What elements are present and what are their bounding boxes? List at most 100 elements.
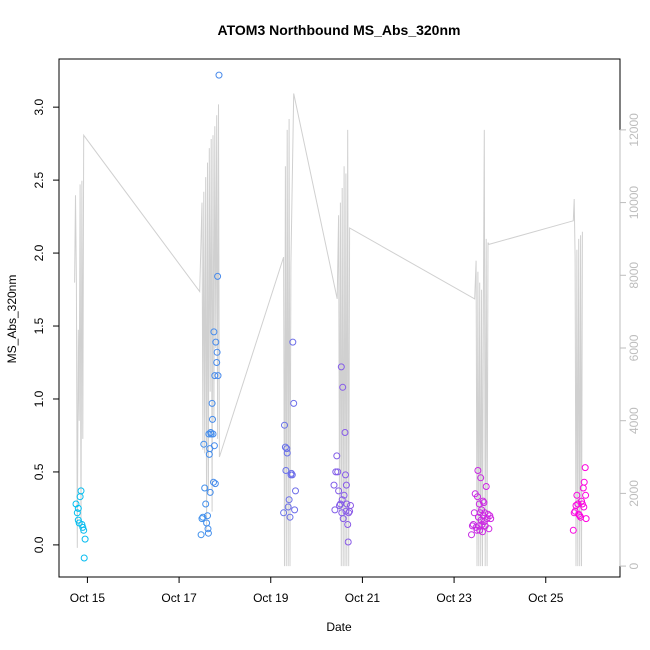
data-point	[209, 430, 217, 438]
data-point	[212, 338, 220, 346]
data-point	[213, 359, 221, 366]
data-point	[480, 499, 488, 507]
data-point	[344, 538, 352, 546]
chart-title: ATOM3 Northbound MS_Abs_320nm	[218, 22, 461, 38]
data-point	[333, 452, 341, 460]
data-point	[282, 467, 290, 474]
data-point	[280, 509, 288, 517]
data-point	[213, 348, 221, 356]
y2-tick-label: 6000	[627, 334, 641, 361]
y-tick-label: 0.5	[32, 463, 46, 480]
x-axis: Oct 15 Oct 17 Oct 19 Oct 21 Oct 23 Oct 25	[70, 576, 564, 605]
data-point	[486, 512, 494, 520]
left-axis-series	[72, 71, 590, 562]
x-tick-label: Oct 15	[70, 591, 106, 605]
data-point	[201, 484, 209, 492]
data-point	[576, 512, 584, 520]
data-point	[210, 328, 218, 336]
x-axis-label: Date	[326, 620, 352, 634]
data-point	[284, 503, 292, 511]
data-point	[345, 509, 353, 517]
data-point	[468, 531, 475, 539]
y2-tick-label: 0	[627, 562, 641, 569]
y-tick-label: 0.0	[32, 536, 46, 553]
data-point	[73, 509, 81, 517]
data-point	[337, 363, 345, 371]
data-point	[288, 471, 296, 479]
y2-tick-label: 10000	[627, 186, 641, 220]
data-point	[289, 338, 297, 346]
data-point	[485, 525, 493, 533]
y-axis-left: 0.0 0.5 1.0 1.5 2.0 2.5 3.0	[32, 98, 60, 553]
x-tick-label: Oct 25	[528, 591, 564, 605]
data-point	[580, 478, 588, 486]
data-point	[578, 497, 585, 505]
data-point	[199, 513, 207, 521]
data-point	[573, 491, 581, 499]
data-point	[479, 497, 487, 505]
data-point	[74, 504, 82, 512]
data-point	[211, 480, 219, 488]
data-point	[80, 526, 88, 534]
data-point	[479, 528, 486, 536]
data-point	[80, 554, 88, 562]
data-point	[341, 429, 349, 436]
data-point	[474, 467, 482, 474]
data-point	[281, 421, 288, 429]
data-point	[344, 521, 352, 528]
data-point	[290, 399, 298, 407]
y-tick-label: 2.5	[32, 171, 46, 188]
data-point	[477, 474, 485, 482]
data-point	[572, 502, 580, 509]
data-point	[330, 481, 338, 489]
right-axis-series	[74, 93, 583, 567]
data-point	[339, 383, 347, 391]
data-point	[291, 506, 299, 514]
x-tick-label: Oct 21	[345, 591, 381, 605]
data-point	[343, 500, 351, 508]
data-point	[283, 449, 291, 457]
data-point	[474, 493, 481, 501]
data-point	[204, 525, 212, 533]
y-tick-label: 3.0	[32, 98, 46, 115]
x-tick-label: Oct 19	[253, 591, 289, 605]
data-point	[77, 487, 85, 495]
data-point	[200, 440, 208, 448]
data-point	[204, 529, 212, 537]
data-point	[342, 481, 350, 489]
data-point	[481, 509, 489, 517]
data-point	[570, 509, 578, 517]
data-point	[487, 515, 495, 523]
data-point	[287, 469, 295, 477]
data-point	[204, 512, 211, 520]
data-point	[208, 399, 216, 407]
data-point	[214, 272, 222, 280]
data-point	[198, 515, 206, 523]
data-point	[210, 478, 217, 486]
data-point	[340, 491, 348, 499]
data-point	[205, 430, 213, 438]
y-axis-label: MS_Abs_320nm	[5, 275, 19, 364]
y2-tick-label: 4000	[627, 407, 641, 434]
data-point	[332, 468, 340, 476]
data-point	[569, 526, 577, 534]
data-point	[331, 506, 339, 514]
data-point	[209, 415, 216, 423]
data-point	[202, 500, 210, 508]
y-tick-label: 2.0	[32, 244, 46, 261]
data-point	[582, 491, 590, 499]
data-point	[347, 502, 354, 509]
data-point	[283, 445, 291, 453]
data-point	[342, 471, 349, 479]
y2-tick-label: 2000	[627, 480, 641, 507]
y2-tick-label: 12000	[627, 113, 641, 147]
data-point	[580, 503, 588, 511]
y-axis-right: 0 2000 4000 6000 8000 10000 12000	[619, 113, 641, 569]
data-point	[334, 468, 342, 476]
data-point	[482, 483, 490, 490]
data-point	[336, 502, 343, 509]
x-tick-label: Oct 23	[436, 591, 472, 605]
data-point	[81, 535, 89, 543]
data-point	[215, 71, 223, 79]
